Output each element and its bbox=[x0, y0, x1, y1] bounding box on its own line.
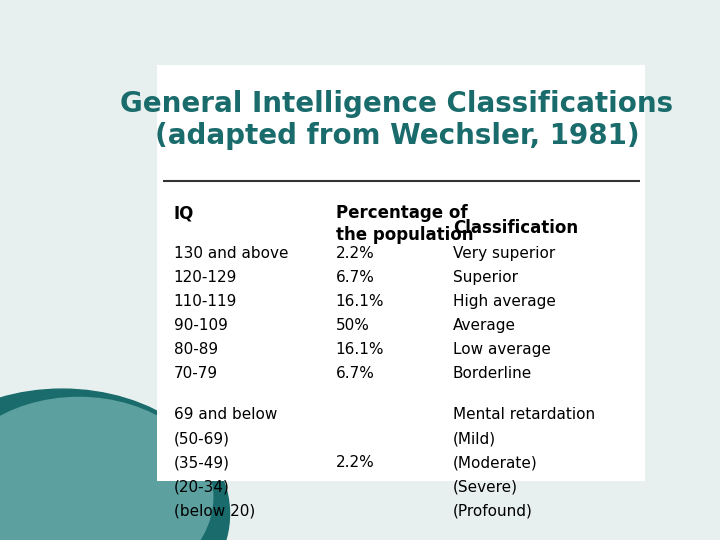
Text: 90-109: 90-109 bbox=[174, 318, 228, 333]
Text: (Moderate): (Moderate) bbox=[453, 455, 537, 470]
Text: Percentage of
the population: Percentage of the population bbox=[336, 204, 473, 244]
Text: (below 20): (below 20) bbox=[174, 503, 255, 518]
Text: (35-49): (35-49) bbox=[174, 455, 230, 470]
Text: IQ: IQ bbox=[174, 204, 194, 222]
Text: (Profound): (Profound) bbox=[453, 503, 533, 518]
FancyBboxPatch shape bbox=[157, 65, 645, 481]
Text: 50%: 50% bbox=[336, 318, 369, 333]
Text: 69 and below: 69 and below bbox=[174, 407, 277, 422]
Text: 6.7%: 6.7% bbox=[336, 366, 374, 381]
Text: (50-69): (50-69) bbox=[174, 431, 230, 446]
Text: Average: Average bbox=[453, 318, 516, 333]
Text: (20-34): (20-34) bbox=[174, 480, 230, 494]
Text: 110-119: 110-119 bbox=[174, 294, 237, 309]
Text: 16.1%: 16.1% bbox=[336, 294, 384, 309]
Text: Classification: Classification bbox=[453, 219, 578, 237]
Text: 2.2%: 2.2% bbox=[336, 455, 374, 470]
Text: General Intelligence Classifications
(adapted from Wechsler, 1981): General Intelligence Classifications (ad… bbox=[120, 90, 673, 150]
Text: Very superior: Very superior bbox=[453, 246, 555, 261]
Text: 16.1%: 16.1% bbox=[336, 342, 384, 357]
Text: 2.2%: 2.2% bbox=[336, 246, 374, 261]
Text: 6.7%: 6.7% bbox=[336, 270, 374, 285]
Text: (Mild): (Mild) bbox=[453, 431, 496, 446]
Text: (Severe): (Severe) bbox=[453, 480, 518, 494]
Circle shape bbox=[0, 397, 213, 540]
Text: Borderline: Borderline bbox=[453, 366, 532, 381]
Circle shape bbox=[0, 389, 230, 540]
Text: 130 and above: 130 and above bbox=[174, 246, 288, 261]
Text: 80-89: 80-89 bbox=[174, 342, 218, 357]
Text: Low average: Low average bbox=[453, 342, 551, 357]
Text: High average: High average bbox=[453, 294, 556, 309]
Text: Mental retardation: Mental retardation bbox=[453, 407, 595, 422]
Text: 120-129: 120-129 bbox=[174, 270, 237, 285]
Text: Superior: Superior bbox=[453, 270, 518, 285]
Text: 70-79: 70-79 bbox=[174, 366, 218, 381]
